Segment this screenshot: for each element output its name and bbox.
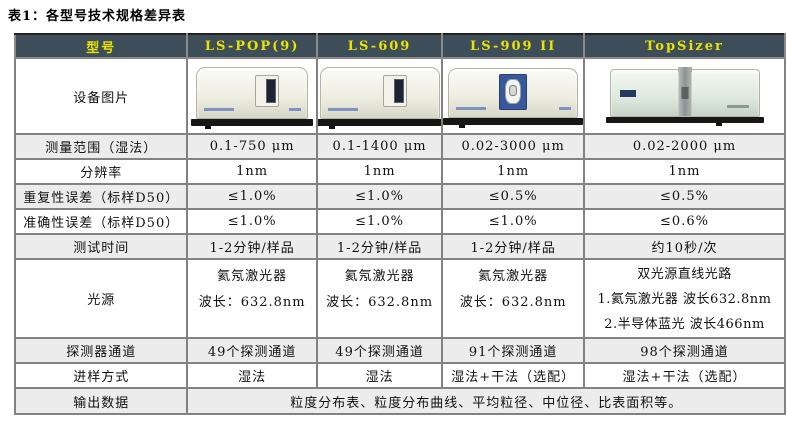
row-label-sampling-method: 进样方式	[13, 362, 189, 389]
cell-detector-topsizer: 98个探测通道	[583, 337, 786, 364]
light-line-2: 波长：632.8nm	[459, 295, 567, 310]
cell-resolution-ls-pop9: 1nm	[186, 158, 318, 185]
cell-range-ls-909ii: 0.02-3000 μm	[441, 133, 585, 160]
table-row-detector-channels: 探测器通道 49个探测通道 49个探测通道 91个探测通道 98个探测通道	[13, 337, 786, 364]
table-row-light-source: 光源 氦氖激光器 波长：632.8nm 氦氖激光器 波长：632.8nm 氦氖激…	[13, 258, 786, 339]
device-image-row: 设备图片	[13, 57, 786, 135]
ls-909ii-device-illustration	[444, 67, 583, 128]
row-label-resolution: 分辨率	[13, 158, 189, 185]
table-row-measure-range: 测量范围（湿法） 0.1-750 μm 0.1-1400 μm 0.02-300…	[13, 133, 786, 160]
cell-light-topsizer: 双光源直线光路 1.氦氖激光器 波长632.8nm 2.半导体蓝光 波长466n…	[583, 258, 786, 339]
header-ls-pop9: LS-POP(9)	[186, 33, 318, 59]
cell-repeat-topsizer: ≤0.5%	[583, 183, 786, 210]
cell-light-ls-909ii: 氦氖激光器 波长：632.8nm	[441, 258, 585, 339]
row-label-test-time: 测试时间	[13, 233, 189, 260]
cell-time-ls-609: 1-2分钟/样品	[315, 233, 444, 260]
header-ls-909ii: LS-909 II	[441, 33, 585, 59]
cell-accuracy-topsizer: ≤0.6%	[583, 208, 786, 235]
header-topsizer: TopSizer	[583, 33, 786, 59]
light-line-1: 氦氖激光器	[344, 269, 415, 284]
row-label-accuracy: 准确性误差（标样D50）	[13, 208, 189, 235]
table-row-sampling-method: 进样方式 湿法 湿法 湿法+干法（选配） 湿法+干法（选配）	[13, 362, 786, 389]
row-label-measure-range: 测量范围（湿法）	[13, 133, 189, 160]
cell-repeat-ls-609: ≤1.0%	[315, 183, 444, 210]
cell-light-ls-609: 氦氖激光器 波长：632.8nm	[315, 258, 444, 339]
cell-detector-ls-909ii: 91个探测通道	[441, 337, 585, 364]
cell-accuracy-ls-609: ≤1.0%	[315, 208, 444, 235]
light-line-1: 双光源直线光路	[637, 267, 732, 282]
light-line-2: 波长：632.8nm	[326, 295, 434, 310]
cell-range-topsizer: 0.02-2000 μm	[583, 133, 786, 160]
table-row-output-data: 输出数据 粒度分布表、粒度分布曲线、平均粒径、中位径、比表面积等。	[13, 387, 786, 415]
cell-sampling-topsizer: 湿法+干法（选配）	[583, 362, 786, 389]
page-title: 表1：各型号技术规格差异表	[8, 9, 187, 24]
device-image-ls-909ii	[441, 57, 585, 135]
light-line-1: 氦氖激光器	[217, 269, 288, 284]
row-label-light-source: 光源	[13, 258, 189, 339]
table-header-row: 型号 LS-POP(9) LS-609 LS-909 II TopSizer	[13, 33, 786, 59]
light-line-3: 2.半导体蓝光 波长466nm	[604, 317, 765, 332]
table-row-resolution: 分辨率 1nm 1nm 1nm 1nm	[13, 158, 786, 185]
header-ls-609: LS-609	[315, 33, 444, 59]
table-row-test-time: 测试时间 1-2分钟/样品 1-2分钟/样品 1-2分钟/样品 约10秒/次	[13, 233, 786, 260]
device-image-ls-609	[315, 57, 444, 135]
cell-repeat-ls-909ii: ≤0.5%	[441, 183, 585, 210]
device-image-topsizer	[583, 57, 786, 135]
light-line-2: 1.氦氖激光器 波长632.8nm	[597, 292, 772, 307]
ls-pop9-device-illustration	[191, 66, 314, 129]
cell-light-ls-pop9: 氦氖激光器 波长：632.8nm	[186, 258, 318, 339]
table-row-accuracy: 准确性误差（标样D50） ≤1.0% ≤1.0% ≤1.0% ≤0.6%	[13, 208, 786, 235]
cell-resolution-ls-909ii: 1nm	[441, 158, 585, 185]
header-model: 型号	[13, 33, 189, 59]
cell-range-ls-pop9: 0.1-750 μm	[186, 133, 318, 160]
cell-detector-ls-pop9: 49个探测通道	[186, 337, 318, 364]
cell-sampling-ls-pop9: 湿法	[186, 362, 318, 389]
cell-range-ls-609: 0.1-1400 μm	[315, 133, 444, 160]
cell-sampling-ls-609: 湿法	[315, 362, 444, 389]
cell-output-data: 粒度分布表、粒度分布曲线、平均粒径、中位径、比表面积等。	[186, 387, 786, 415]
table-row-repeatability: 重复性误差（标样D50） ≤1.0% ≤1.0% ≤0.5% ≤0.5%	[13, 183, 786, 210]
cell-accuracy-ls-909ii: ≤1.0%	[441, 208, 585, 235]
light-line-2: 波长：632.8nm	[198, 295, 306, 310]
cell-sampling-ls-909ii: 湿法+干法（选配）	[441, 362, 585, 389]
cell-time-ls-pop9: 1-2分钟/样品	[186, 233, 318, 260]
spec-table: 型号 LS-POP(9) LS-609 LS-909 II TopSizer 设…	[13, 33, 786, 415]
light-line-1: 氦氖激光器	[478, 269, 549, 284]
row-label-repeatability: 重复性误差（标样D50）	[13, 183, 189, 210]
row-label-detector-channels: 探测器通道	[13, 337, 189, 364]
cell-time-topsizer: 约10秒/次	[583, 233, 786, 260]
cell-repeat-ls-pop9: ≤1.0%	[186, 183, 318, 210]
cell-resolution-topsizer: 1nm	[583, 158, 786, 185]
cell-time-ls-909ii: 1-2分钟/样品	[441, 233, 585, 260]
topsizer-device-illustration	[605, 67, 764, 126]
cell-accuracy-ls-pop9: ≤1.0%	[186, 208, 318, 235]
row-label-device-image: 设备图片	[13, 57, 189, 135]
row-label-output-data: 输出数据	[13, 387, 189, 415]
device-image-ls-pop9	[186, 57, 318, 135]
page: 表1：各型号技术规格差异表 型号 LS-POP(9) LS-609 LS-909…	[0, 0, 787, 415]
ls-609-device-illustration	[318, 66, 441, 129]
cell-detector-ls-609: 49个探测通道	[315, 337, 444, 364]
cell-resolution-ls-609: 1nm	[315, 158, 444, 185]
